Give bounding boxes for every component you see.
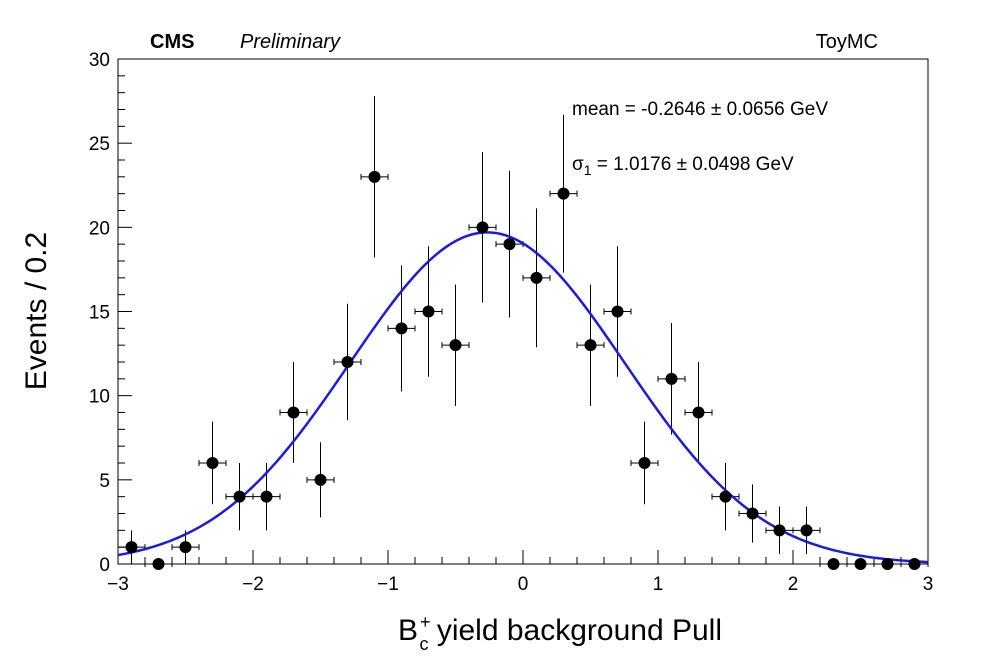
data-point xyxy=(341,356,354,368)
fit-mean-text: mean = -0.2646 ± 0.0656 GeV xyxy=(572,99,828,120)
data-point xyxy=(773,524,786,537)
y-tick-label: 30 xyxy=(89,50,110,71)
x-label-base: B xyxy=(398,614,418,647)
data-point xyxy=(638,457,651,469)
data-point xyxy=(719,490,732,503)
x-label-sub: c xyxy=(419,634,428,654)
y-tick-label: 0 xyxy=(99,555,110,576)
y-tick-label: 25 xyxy=(89,134,110,155)
data-point xyxy=(125,541,138,554)
status-label: Preliminary xyxy=(240,31,341,53)
data-point xyxy=(881,558,894,570)
data-point xyxy=(692,406,705,419)
sigma-subscript: 1 xyxy=(584,162,592,178)
data-point xyxy=(557,187,570,200)
data-point xyxy=(584,339,597,352)
data-point xyxy=(665,372,678,385)
sigma-symbol: σ xyxy=(572,154,584,175)
x-tick-label: 2 xyxy=(788,574,799,595)
y-tick-label: 20 xyxy=(89,218,110,239)
data-point xyxy=(260,490,273,503)
data-point xyxy=(800,524,813,537)
data-point xyxy=(746,507,759,520)
data-point xyxy=(611,305,624,318)
x-axis-label: B + c yield background Pull xyxy=(398,612,722,654)
fit-curve xyxy=(117,231,929,564)
data-point xyxy=(827,558,840,570)
experiment-label: CMS xyxy=(150,31,194,53)
x-tick-label: −2 xyxy=(242,574,264,595)
x-tick-label: −1 xyxy=(377,574,399,595)
data-point xyxy=(152,558,165,570)
axis-ticks xyxy=(117,58,929,565)
x-label-rest: yield background Pull xyxy=(428,614,722,647)
data-point xyxy=(395,322,408,335)
data-point xyxy=(233,490,246,503)
data-point xyxy=(908,558,921,570)
data-point xyxy=(287,406,300,419)
x-tick-label: 3 xyxy=(923,574,934,595)
data-point xyxy=(206,457,219,469)
y-axis-label: Events / 0.2 xyxy=(20,232,53,390)
data-point xyxy=(854,558,867,570)
sample-label: ToyMC xyxy=(816,31,878,53)
x-tick-label: 0 xyxy=(518,574,529,595)
data-point xyxy=(503,238,516,251)
y-tick-label: 15 xyxy=(89,303,110,324)
fit-sigma-text: σ1 = 1.0176 ± 0.0498 GeV xyxy=(572,154,794,178)
data-point xyxy=(476,221,489,234)
data-point xyxy=(422,305,435,318)
x-label-sup: + xyxy=(420,612,431,632)
x-tick-label: −3 xyxy=(107,574,129,595)
data-point xyxy=(368,170,381,183)
data-point xyxy=(449,339,462,352)
sigma-value: = 1.0176 ± 0.0498 GeV xyxy=(592,154,794,175)
data-point xyxy=(314,473,327,486)
x-tick-label: 1 xyxy=(653,574,664,595)
data-points xyxy=(125,170,921,570)
y-tick-label: 10 xyxy=(89,387,110,408)
y-tick-label: 5 xyxy=(99,471,110,492)
data-point xyxy=(530,271,543,284)
data-point xyxy=(179,541,192,554)
